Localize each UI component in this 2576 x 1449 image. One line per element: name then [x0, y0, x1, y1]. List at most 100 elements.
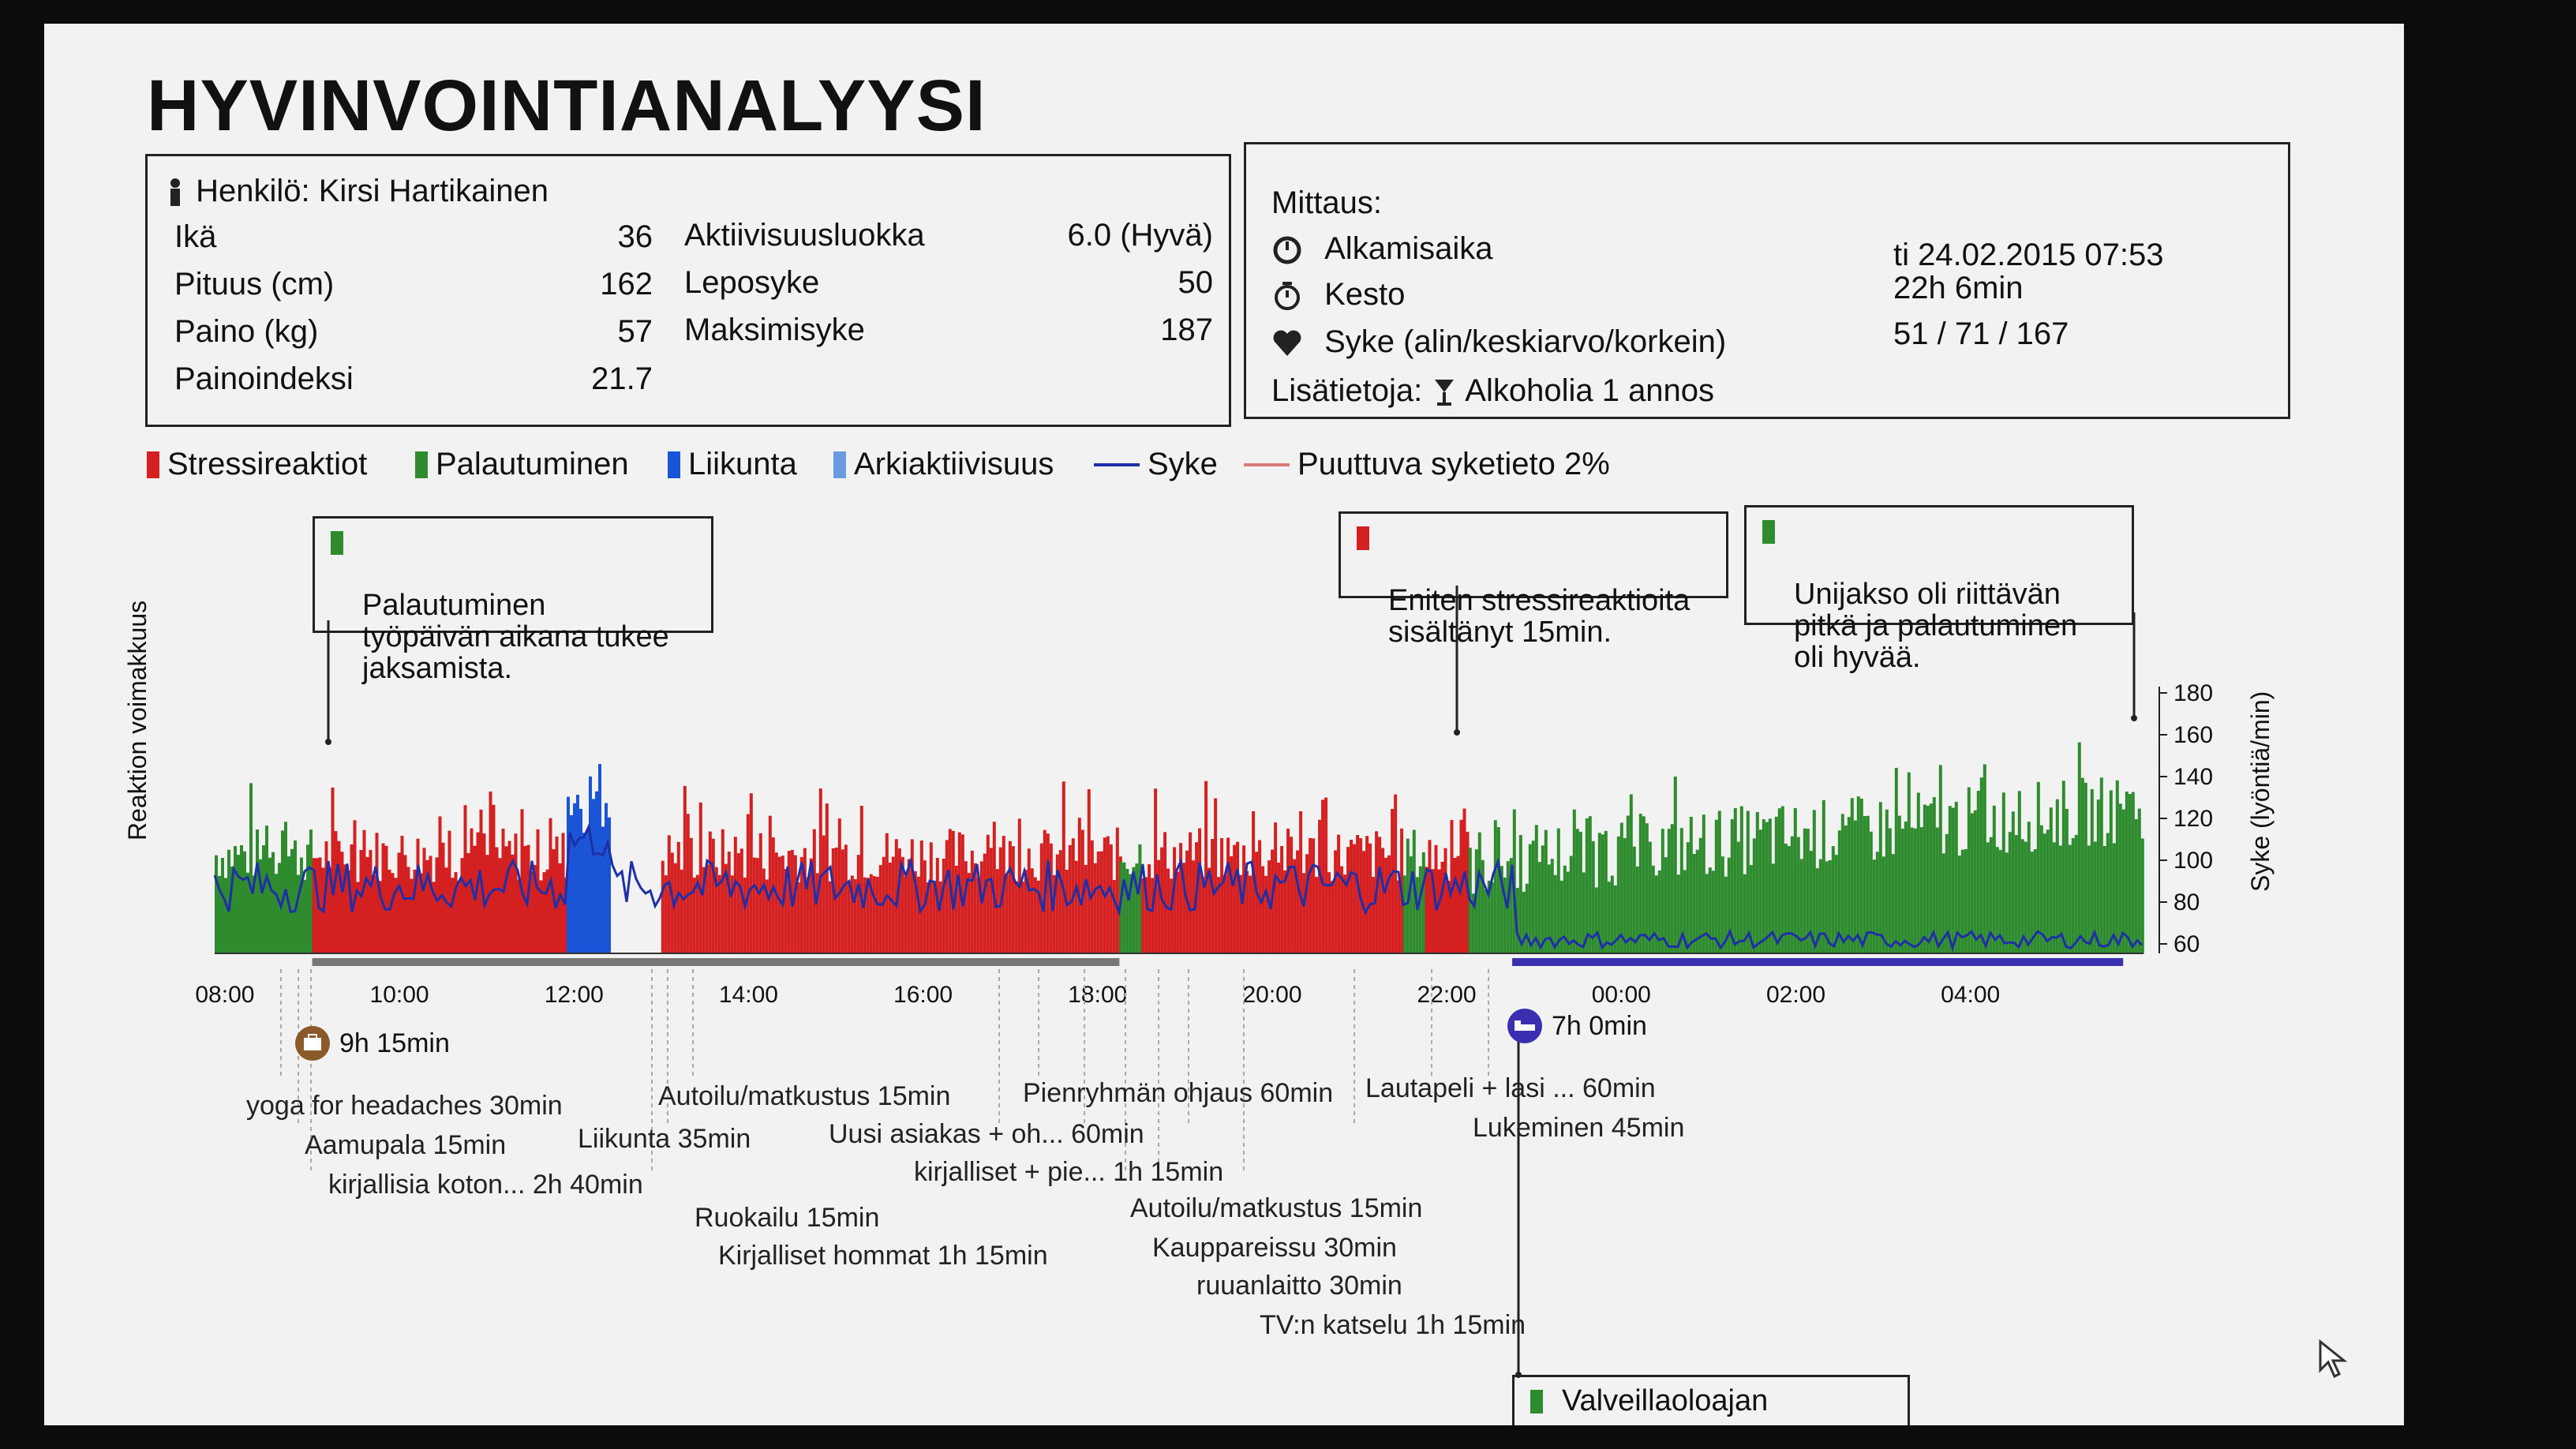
reaction-bar: [2005, 852, 2009, 953]
stress-swatch: [147, 451, 159, 478]
reaction-bar: [1447, 881, 1451, 953]
reaction-bar: [429, 856, 432, 953]
reaction-bar: [1500, 866, 1503, 953]
reaction-bar: [1544, 829, 1548, 953]
reaction-bar: [2001, 792, 2005, 953]
reaction-bar: [749, 793, 753, 953]
reaction-bar: [2061, 781, 2065, 953]
reaction-bar: [1252, 811, 1256, 953]
reaction-bar: [957, 832, 961, 953]
reaction-bar: [967, 873, 971, 953]
reaction-bar: [1679, 828, 1683, 953]
reaction-bar: [916, 876, 920, 953]
reaction-bar: [2080, 777, 2084, 953]
reaction-bar: [932, 881, 936, 953]
reaction-bar: [1528, 844, 1532, 953]
reaction-bar: [365, 857, 369, 953]
activity-class-value: 6.0 (Hyvä): [1067, 218, 1214, 253]
reaction-bar: [482, 833, 486, 953]
reaction-bar: [1790, 836, 1794, 953]
reaction-bar: [318, 857, 322, 953]
reaction-bar: [545, 869, 549, 953]
activity-label: Autoilu/matkustus 15min: [1130, 1193, 1423, 1223]
reaction-bar: [818, 788, 822, 953]
reaction-bar: [1597, 833, 1601, 953]
reaction-bar: [1421, 852, 1425, 953]
reaction-bar: [976, 877, 980, 953]
reaction-bar: [1125, 869, 1129, 953]
reaction-bar: [397, 852, 401, 953]
reaction-bar: [224, 878, 227, 953]
reaction-bar: [1736, 841, 1740, 953]
resting-hr-label: Leposyke: [684, 265, 820, 300]
reaction-bar: [2065, 808, 2069, 953]
person-name: Henkilö: Kirsi Hartikainen: [196, 174, 549, 208]
reaction-bar: [1208, 867, 1211, 953]
reaction-bar: [2071, 838, 2075, 953]
reaction-bar: [1428, 840, 1432, 953]
reaction-bar: [1138, 844, 1142, 953]
reaction-bar: [470, 828, 474, 953]
reaction-bar: [1384, 857, 1388, 953]
x-tick-label: 20:00: [1242, 982, 1301, 1008]
reaction-bar: [2017, 791, 2021, 953]
height-label: Pituus (cm): [174, 267, 335, 301]
reaction-bar: [1033, 877, 1037, 953]
reaction-bar: [900, 856, 904, 953]
callout-leader-dot: [2131, 715, 2137, 721]
reaction-bar: [983, 853, 987, 953]
briefcase-icon: [295, 1026, 330, 1061]
reaction-bar: [1572, 809, 1576, 953]
reaction-bar: [1803, 828, 1807, 953]
work-period: 9h 15min: [294, 1024, 450, 1062]
reaction-bar: [1616, 836, 1620, 953]
reaction-bar: [942, 859, 945, 953]
reaction-bar: [1437, 869, 1441, 953]
reaction-bar: [2134, 819, 2138, 953]
reaction-bar: [1096, 851, 1100, 953]
reaction-bar: [343, 864, 347, 953]
reaction-bar: [774, 852, 778, 953]
reaction-bar: [1099, 851, 1103, 953]
reaction-bar: [1746, 811, 1750, 953]
glass-icon: [1435, 380, 1455, 406]
reaction-bar: [2102, 846, 2106, 953]
x-tick-label: 10:00: [370, 982, 429, 1008]
reaction-bar: [1787, 846, 1791, 953]
reaction-bar: [1425, 867, 1428, 953]
reaction-bar: [234, 846, 237, 953]
reaction-bar: [243, 851, 246, 953]
reaction-bar: [698, 802, 702, 953]
reaction-bar: [1020, 882, 1024, 953]
reaction-bar: [1011, 846, 1015, 953]
callout-leader-dot: [1515, 1372, 1522, 1378]
reaction-bar: [1005, 874, 1009, 953]
x-tick-label: 04:00: [1941, 982, 2000, 1008]
reaction-bar: [736, 853, 740, 953]
reaction-bar: [680, 869, 683, 953]
reaction-bar: [1907, 772, 1911, 953]
legend-daily-activity-label: Arkiaktiivisuus: [854, 447, 1054, 481]
reaction-bar: [683, 785, 687, 953]
activity-label: Liikunta 35min: [578, 1124, 751, 1154]
recovery-swatch: [415, 451, 428, 478]
reaction-bar: [945, 840, 949, 953]
reaction-bar: [705, 864, 709, 953]
reaction-bar: [1629, 794, 1633, 953]
reaction-bar: [1490, 882, 1494, 953]
reaction-bar: [1626, 815, 1630, 953]
reaction-bar: [561, 833, 565, 953]
reaction-bar: [1077, 818, 1081, 953]
reaction-bar: [1869, 831, 1873, 953]
reaction-bar: [1214, 798, 1218, 953]
callout-most-stress: Eniten stressireaktioita sisältänyt 15mi…: [1339, 511, 1728, 648]
reaction-bar: [1179, 843, 1183, 953]
reaction-bar: [1698, 837, 1702, 953]
legend-stress-label: Stressireaktiot: [167, 447, 368, 481]
reaction-bar: [2084, 782, 2087, 953]
reaction-bar: [1487, 880, 1491, 953]
reaction-bar: [416, 838, 420, 953]
reaction-bar: [495, 847, 499, 953]
y-tick-label: 100: [2174, 848, 2213, 874]
reaction-bar: [1784, 843, 1788, 953]
